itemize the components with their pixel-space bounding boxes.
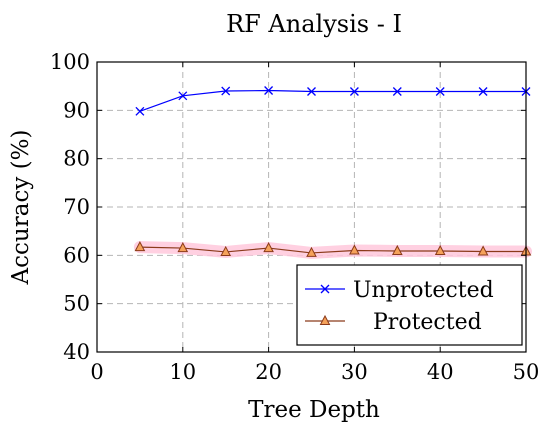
unprotected-point xyxy=(307,87,316,96)
y-tick-label: 50 xyxy=(63,292,90,316)
marker-stroke xyxy=(221,86,231,96)
protected-point xyxy=(349,244,360,255)
y-tick-label: 100 xyxy=(50,50,90,74)
unprotected-point xyxy=(178,91,188,101)
unprotected-point xyxy=(264,86,274,95)
legend-box xyxy=(296,264,523,346)
legend-marker xyxy=(319,314,331,325)
legend-label: Unprotected xyxy=(353,278,494,303)
protected-point xyxy=(434,244,446,255)
marker-stroke xyxy=(307,87,316,96)
x-tick-label: 40 xyxy=(427,360,454,384)
legend: Unprotected Protected xyxy=(296,264,523,346)
protected-point xyxy=(306,246,317,257)
x-tick-label: 30 xyxy=(341,360,368,384)
protected-point xyxy=(477,245,489,256)
y-tick-label: 90 xyxy=(63,98,90,122)
x-tick-label: 0 xyxy=(90,360,103,384)
unprotected-point xyxy=(349,87,359,96)
x-tick-label: 50 xyxy=(513,360,540,384)
protected-point xyxy=(220,245,232,256)
legend-label: Protected xyxy=(373,310,482,335)
y-tick-label: 80 xyxy=(63,147,90,171)
marker-stroke xyxy=(135,106,145,116)
chart-title: RF Analysis - I xyxy=(226,10,402,38)
marker-stroke xyxy=(478,87,488,96)
series-protected xyxy=(134,241,532,257)
unprotected-point xyxy=(135,106,145,116)
protected-point xyxy=(263,242,274,253)
y-axis-label: Accuracy (%) xyxy=(8,130,34,286)
x-axis-label: Tree Depth xyxy=(248,397,380,423)
y-tick-label: 40 xyxy=(63,340,90,364)
protected-point xyxy=(134,241,146,252)
unprotected-point xyxy=(221,86,231,96)
protected-line xyxy=(139,246,526,254)
unprotected-point xyxy=(478,87,488,96)
series-group xyxy=(134,86,532,257)
unprotected-point xyxy=(435,87,445,96)
marker-stroke xyxy=(435,87,445,96)
series-unprotected xyxy=(135,86,531,116)
protected-point xyxy=(177,242,189,253)
marker-stroke xyxy=(320,284,330,294)
protected-point xyxy=(391,244,403,255)
legend-marker xyxy=(320,284,330,294)
unprotected-line xyxy=(139,89,526,112)
y-tick-label: 60 xyxy=(63,243,90,267)
marker-stroke xyxy=(178,91,188,101)
marker-stroke xyxy=(392,87,402,96)
y-tick-label: 70 xyxy=(63,195,90,219)
marker-stroke xyxy=(264,86,274,95)
unprotected-point xyxy=(392,87,402,96)
axis-ticks: 0 10 20 30 40 50 40 50 60 70 80 90 100 xyxy=(50,50,539,384)
marker-stroke xyxy=(349,87,359,96)
x-tick-label: 20 xyxy=(255,360,282,384)
x-tick-label: 10 xyxy=(169,360,196,384)
